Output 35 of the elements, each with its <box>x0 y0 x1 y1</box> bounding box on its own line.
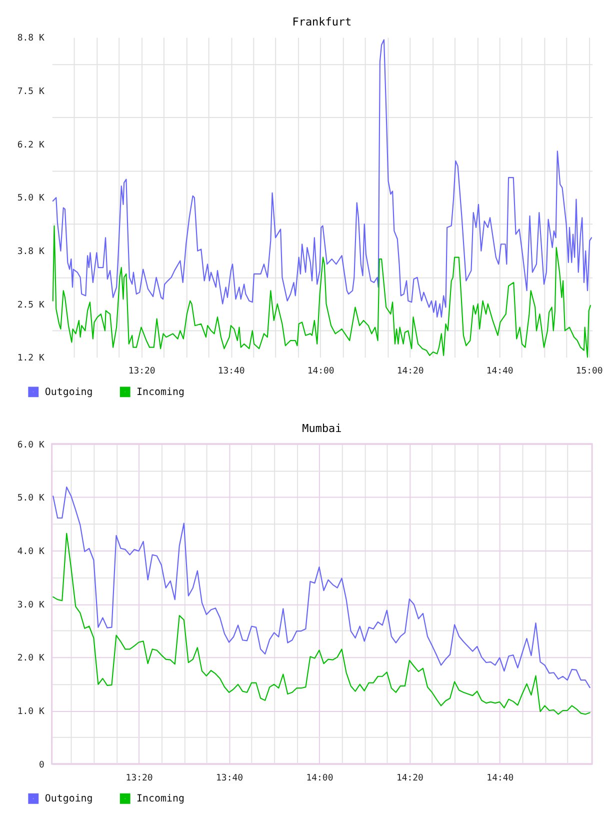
legend-label: Incoming <box>136 794 185 805</box>
chart-title: Frankfurt <box>292 15 352 28</box>
y-tick-label: 1.2 K <box>17 354 45 364</box>
x-tick-label: 14:40 <box>486 366 514 377</box>
x-tick-label: 15:00 <box>576 366 603 377</box>
x-tick-label: 13:40 <box>218 366 245 377</box>
y-tick-label: 1.0 K <box>17 706 45 717</box>
y-tick-label: 5.0 K <box>17 194 45 204</box>
y-tick-label: 0 <box>38 760 44 770</box>
line-series <box>52 486 590 688</box>
legend-label: Outgoing <box>44 386 93 398</box>
y-tick-label: 2.0 K <box>17 654 45 664</box>
x-tick-label: 14:20 <box>396 366 424 377</box>
line-series <box>52 532 590 715</box>
x-tick-label: 14:40 <box>486 773 514 784</box>
x-tick-label: 14:00 <box>307 366 334 377</box>
y-tick-label: 8.8 K <box>17 34 45 44</box>
legend-label: Incoming <box>136 386 185 398</box>
y-tick-label: 5.0 K <box>17 494 45 504</box>
y-tick-label: 4.0 K <box>17 547 45 558</box>
x-tick-label: 14:20 <box>396 773 424 784</box>
x-tick-label: 14:00 <box>306 773 334 784</box>
y-tick-label: 3.0 K <box>17 600 45 610</box>
y-tick-label: 6.0 K <box>17 440 45 450</box>
y-tick-label: 7.5 K <box>17 87 45 98</box>
y-tick-label: 6.2 K <box>17 140 45 150</box>
legend-label: Outgoing <box>44 794 93 805</box>
chart-title: Mumbai <box>302 422 342 435</box>
line-series <box>52 225 591 358</box>
y-tick-label: 2.5 K <box>17 300 45 310</box>
x-tick-label: 13:20 <box>126 773 153 784</box>
line-series <box>52 39 592 318</box>
y-tick-label: 3.8 K <box>17 247 45 258</box>
x-tick-label: 13:40 <box>216 773 244 784</box>
x-tick-label: 13:20 <box>128 366 156 377</box>
